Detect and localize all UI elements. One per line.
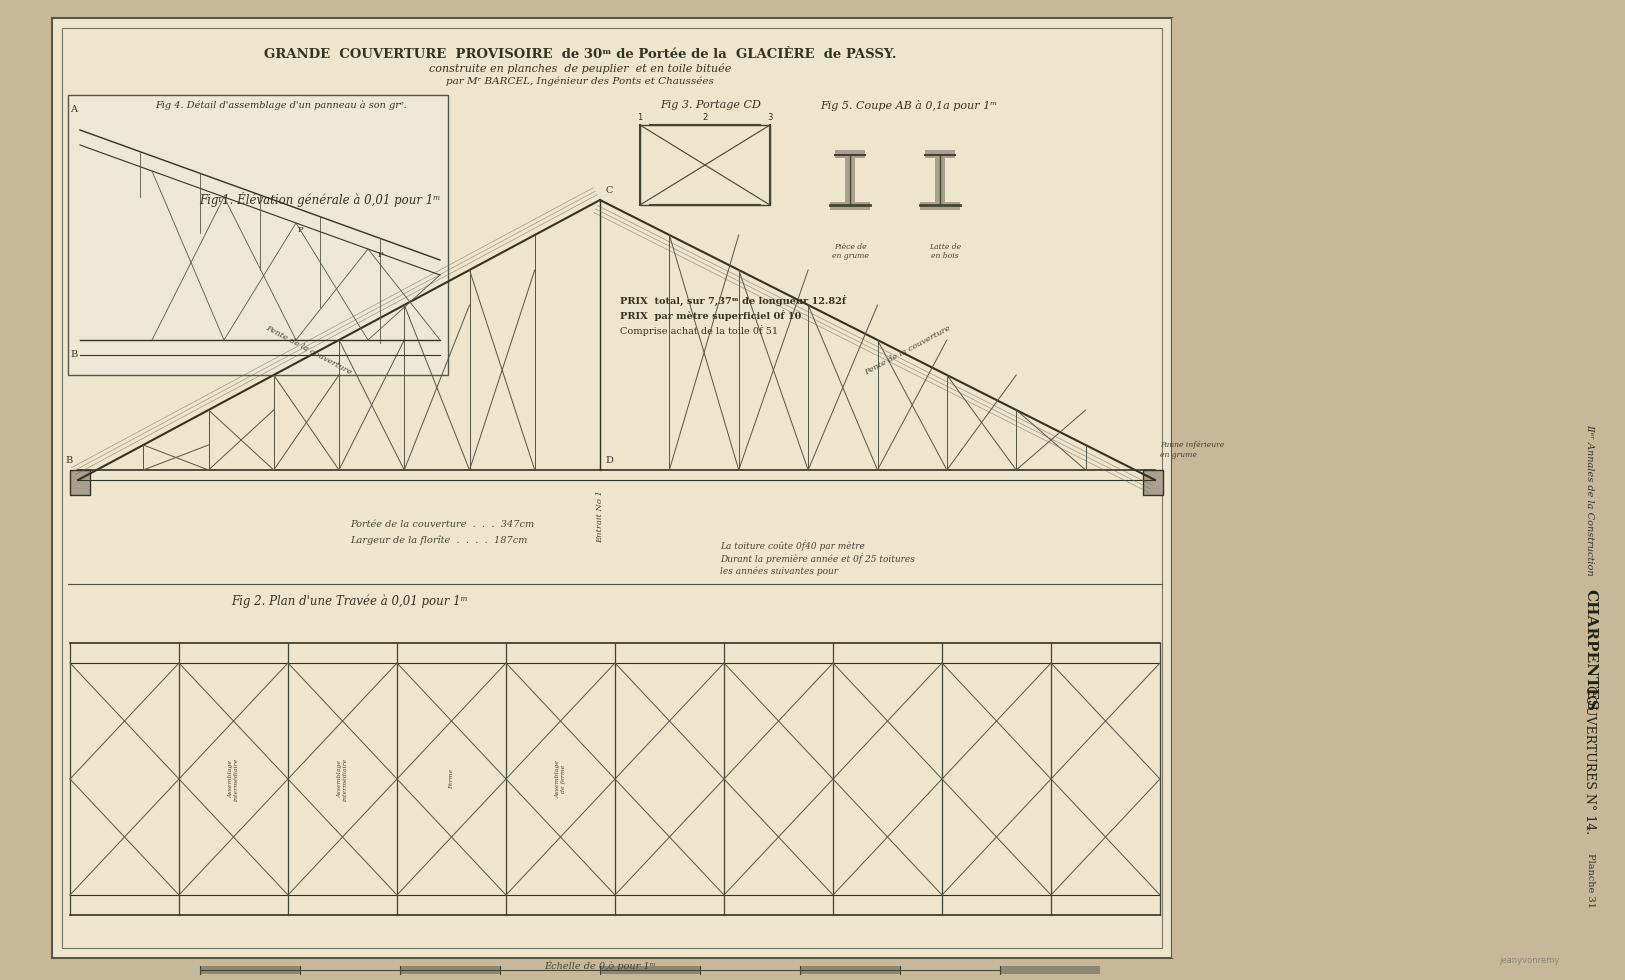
Text: Pente de la couverture: Pente de la couverture (863, 323, 952, 376)
Text: P: P (297, 226, 302, 234)
Text: GRANDE  COUVERTURE  PROVISOIRE  de 30ᵐ de Portée de la  GLACIÈRE  de PASSY.: GRANDE COUVERTURE PROVISOIRE de 30ᵐ de P… (263, 48, 897, 61)
Text: jeanyvonremy: jeanyvonremy (1500, 956, 1560, 965)
Text: par Mʳ BARCEL, Ingénieur des Ponts et Chaussées: par Mʳ BARCEL, Ingénieur des Ponts et Ch… (445, 76, 713, 85)
Text: PRIX  par mètre superficiel 0ḟ 10: PRIX par mètre superficiel 0ḟ 10 (621, 310, 801, 321)
Bar (845, 155, 855, 205)
Text: les années suivantes pour: les années suivantes pour (720, 566, 838, 575)
Bar (934, 155, 946, 205)
Bar (200, 966, 301, 974)
Bar (1142, 470, 1164, 495)
Text: Échelle de 0,ò pour 1ᵐ: Échelle de 0,ò pour 1ᵐ (544, 960, 656, 970)
Text: COUVERTURES N° 14.: COUVERTURES N° 14. (1583, 685, 1596, 835)
Bar (999, 966, 1100, 974)
Bar (640, 125, 770, 205)
Text: Ferme: Ferme (449, 769, 453, 789)
Text: C: C (604, 186, 613, 195)
Text: Durant la première année et 0ḟ 25 toitures: Durant la première année et 0ḟ 25 toitur… (720, 553, 915, 563)
Bar (920, 202, 960, 210)
Bar (68, 95, 448, 375)
Bar (400, 966, 500, 974)
Bar (70, 470, 89, 495)
Text: Fig 5. Coupe AB à 0,1a pour 1ᵐ: Fig 5. Coupe AB à 0,1a pour 1ᵐ (821, 100, 998, 111)
Text: D: D (604, 456, 613, 465)
Bar (62, 28, 1162, 948)
Bar (1172, 18, 1592, 958)
Text: Planche 31: Planche 31 (1586, 853, 1594, 907)
Text: PRIX  total, sur 7,37ᵐ de longueur 12.82ḟ: PRIX total, sur 7,37ᵐ de longueur 12.82ḟ (621, 295, 847, 306)
Text: Comprise achat de la toile 0ḟ 51: Comprise achat de la toile 0ḟ 51 (621, 325, 778, 336)
Text: La toiture coûte 0ḟ40 par mètre: La toiture coûte 0ḟ40 par mètre (720, 540, 864, 551)
Text: Fig 1. Élévation générale à 0,01 pour 1ᵐ: Fig 1. Élévation générale à 0,01 pour 1ᵐ (200, 192, 440, 207)
Text: Panne inférieure
en grume: Panne inférieure en grume (1160, 441, 1224, 459)
Text: Pièce de
en grume: Pièce de en grume (832, 243, 868, 261)
Text: Assemblage
intermédiaire: Assemblage intermédiaire (336, 758, 348, 801)
Text: B: B (65, 456, 73, 465)
Bar (52, 18, 1172, 958)
Text: Assemblage
de ferme: Assemblage de ferme (556, 760, 565, 798)
Text: Latte de
en bois: Latte de en bois (929, 243, 960, 261)
Text: Portée de la couverture  .  .  .  347cm: Portée de la couverture . . . 347cm (349, 520, 535, 529)
Text: Fig 4. Détail d'assemblage d'un panneau à son grᵉ.: Fig 4. Détail d'assemblage d'un panneau … (154, 100, 406, 110)
Text: Entrait No 1: Entrait No 1 (596, 490, 604, 543)
Text: 3: 3 (767, 113, 774, 122)
Text: IIᵉʳ Annales de la Construction: IIᵉʳ Annales de la Construction (1586, 424, 1594, 576)
Text: A: A (70, 105, 76, 114)
Text: P: P (377, 251, 383, 259)
Bar (800, 966, 900, 974)
Text: CHARPENTES: CHARPENTES (1583, 589, 1597, 710)
Text: Fig 3. Portage CD: Fig 3. Portage CD (660, 100, 760, 110)
Bar (600, 966, 700, 974)
Bar (835, 150, 864, 158)
Text: Assemblage
intermédiaire: Assemblage intermédiaire (228, 758, 239, 801)
Bar (830, 202, 869, 210)
Text: 2: 2 (702, 113, 707, 122)
Text: Fig 2. Plan d'une Travée à 0,01 pour 1ᵐ: Fig 2. Plan d'une Travée à 0,01 pour 1ᵐ (232, 594, 468, 608)
Text: Pente de la couverture: Pente de la couverture (265, 323, 353, 376)
Text: T: T (218, 196, 223, 204)
Bar (925, 150, 955, 158)
Text: Largeur de la florîte  .  .  .  .  187cm: Largeur de la florîte . . . . 187cm (349, 535, 528, 545)
Text: 1: 1 (637, 113, 642, 122)
Text: B: B (70, 350, 78, 359)
Text: construite en planches  de peuplier  et en toile bituée: construite en planches de peuplier et en… (429, 63, 731, 74)
